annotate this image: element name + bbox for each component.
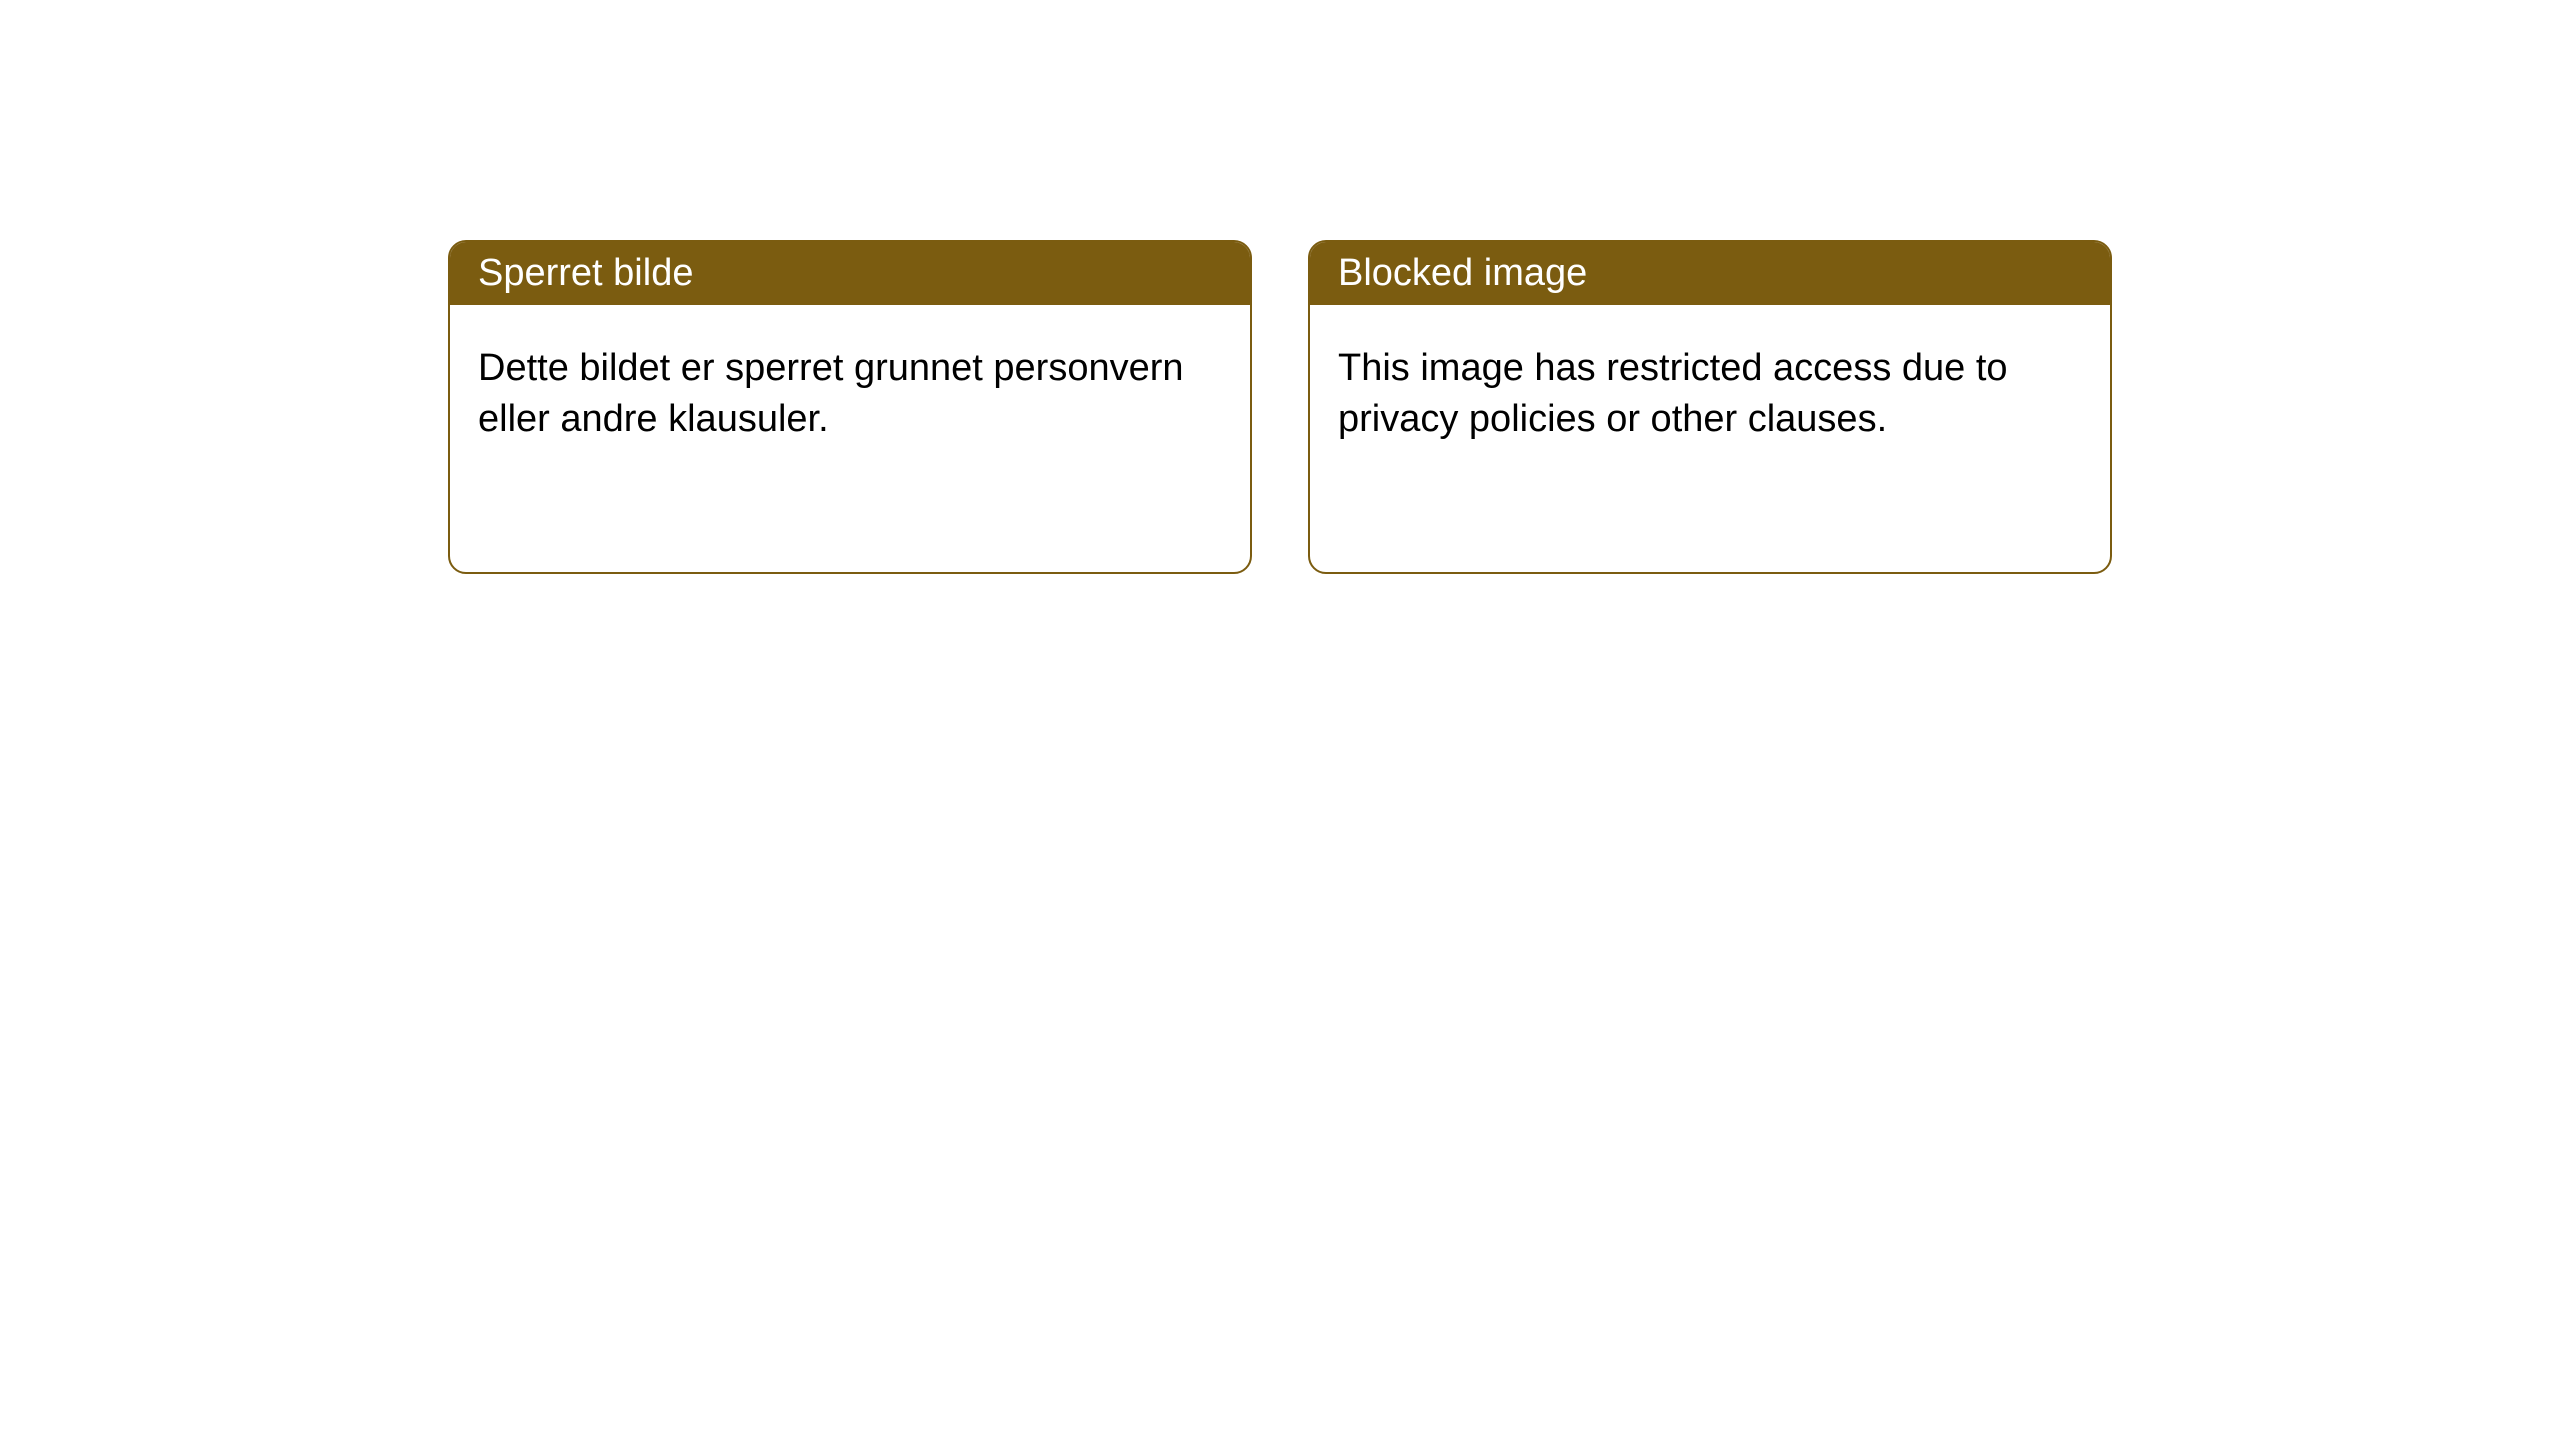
notice-card-english: Blocked image This image has restricted …: [1308, 240, 2112, 574]
card-body-text: Dette bildet er sperret grunnet personve…: [478, 347, 1184, 440]
card-body-text: This image has restricted access due to …: [1338, 347, 2008, 440]
card-body: This image has restricted access due to …: [1310, 305, 2110, 484]
notice-cards-container: Sperret bilde Dette bildet er sperret gr…: [0, 0, 2560, 574]
card-title: Blocked image: [1338, 252, 1587, 294]
card-title: Sperret bilde: [478, 252, 693, 294]
notice-card-norwegian: Sperret bilde Dette bildet er sperret gr…: [448, 240, 1252, 574]
card-header: Sperret bilde: [450, 242, 1250, 305]
card-header: Blocked image: [1310, 242, 2110, 305]
card-body: Dette bildet er sperret grunnet personve…: [450, 305, 1250, 484]
